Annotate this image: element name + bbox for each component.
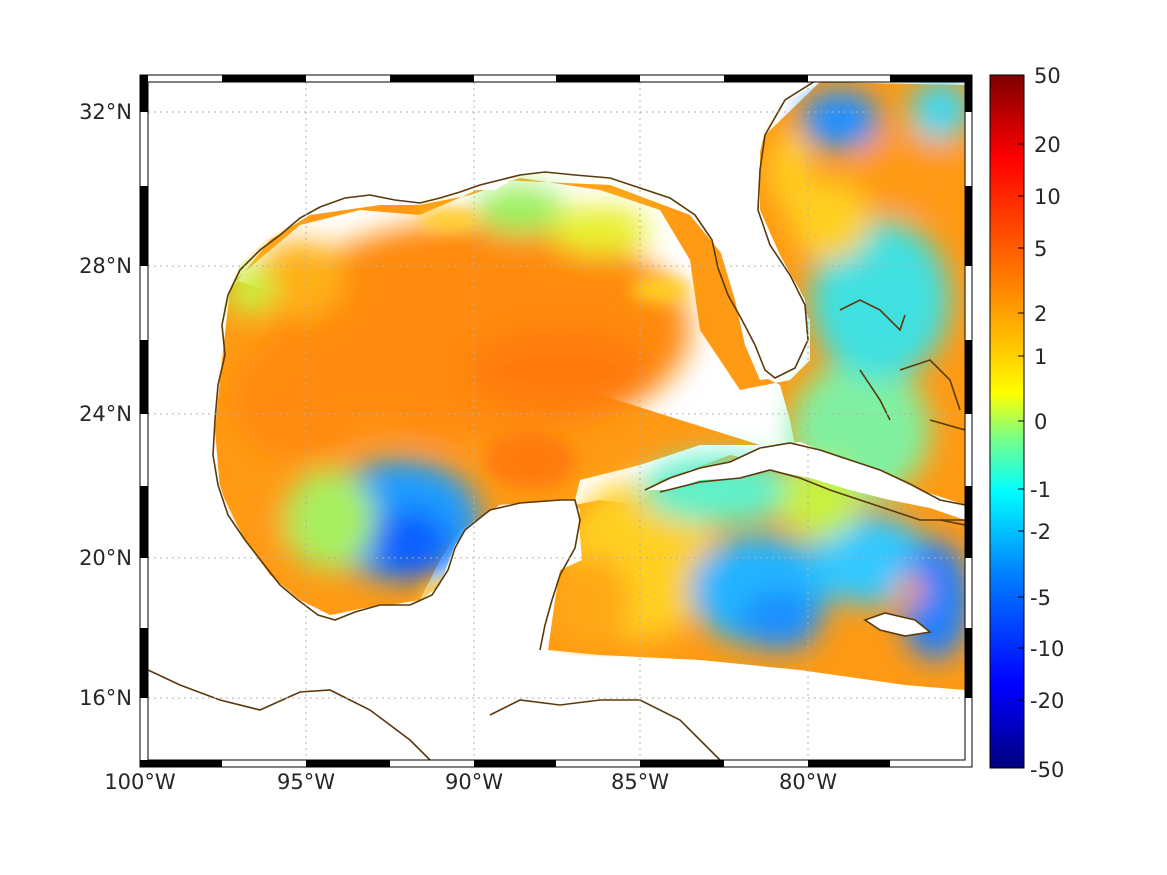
colorbar-label-50: 50 xyxy=(1034,64,1061,88)
lon-label-100w: 100°W xyxy=(104,770,176,794)
colorbar-label-neg50: -50 xyxy=(1030,758,1064,782)
colorbar-label-0: 0 xyxy=(1034,410,1047,434)
colorbar-ticks xyxy=(1018,143,1024,701)
colorbar-label-5: 5 xyxy=(1034,237,1047,261)
jamaica-coast xyxy=(863,612,932,637)
lat-label-24n: 24°N xyxy=(79,402,132,426)
colorbar-label-10: 10 xyxy=(1034,185,1061,209)
lon-label-95w: 95°W xyxy=(277,770,335,794)
colorbar-label-neg20: -20 xyxy=(1030,689,1064,713)
colorbar-label-neg1: -1 xyxy=(1030,478,1051,502)
colorbar-label-neg5: -5 xyxy=(1030,586,1051,610)
colorbar: 50 20 10 5 2 1 0 -1 -2 -5 -10 -20 -50 xyxy=(989,64,1064,782)
lat-label-32n: 32°N xyxy=(79,100,132,124)
bahamas-coast xyxy=(839,299,965,431)
lon-label-80w: 80°W xyxy=(779,770,837,794)
longitude-labels: 100°W 95°W 90°W 85°W 80°W xyxy=(104,770,837,794)
lat-label-20n: 20°N xyxy=(79,546,132,570)
lon-label-90w: 90°W xyxy=(445,770,503,794)
ocean-field xyxy=(148,82,965,760)
latitude-labels: 32°N 28°N 24°N 20°N 16°N xyxy=(79,100,132,710)
cuba-coast xyxy=(644,442,965,521)
colorbar-label-1: 1 xyxy=(1034,345,1047,369)
lon-label-85w: 85°W xyxy=(611,770,669,794)
central-america-coast xyxy=(148,669,721,760)
coastlines xyxy=(148,82,965,760)
lat-label-28n: 28°N xyxy=(79,254,132,278)
colorbar-label-neg2: -2 xyxy=(1030,520,1051,544)
texas-mexico-coast xyxy=(212,206,581,651)
map-gridlines xyxy=(148,82,965,760)
lat-label-16n: 16°N xyxy=(79,686,132,710)
colorbar-label-neg10: -10 xyxy=(1030,637,1064,661)
gulf-coast xyxy=(319,82,816,379)
land-mask xyxy=(148,82,965,760)
hispaniola-coast xyxy=(939,519,965,526)
colorbar-label-2: 2 xyxy=(1034,302,1047,326)
colorbar-label-20: 20 xyxy=(1034,133,1061,157)
map-frame xyxy=(139,74,973,768)
